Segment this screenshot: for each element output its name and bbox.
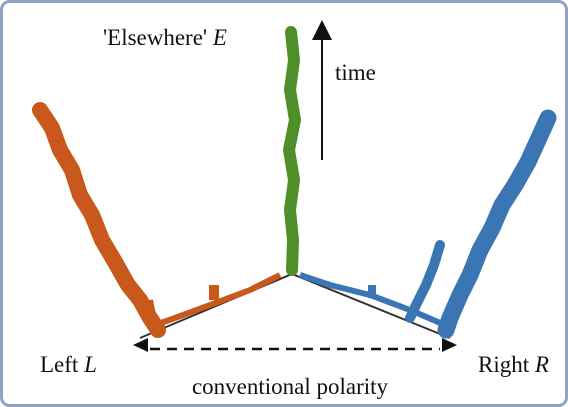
right-strand [437, 109, 557, 339]
label-var: L [83, 352, 97, 377]
label-text: Right [478, 352, 530, 377]
label-var: E [212, 25, 227, 50]
left-base [147, 272, 282, 328]
time-label: time [335, 60, 376, 85]
left-strand [32, 102, 166, 338]
axis-head-right [442, 338, 457, 352]
center-strand [283, 26, 301, 276]
label-text: Left [40, 352, 79, 377]
right-label: Right R [478, 352, 549, 377]
label-text: 'Elsewhere' [103, 25, 207, 50]
label-var: R [534, 352, 549, 377]
axis-label: conventional polarity [192, 374, 389, 399]
left-label: Left L [40, 352, 97, 377]
axis-head-left [133, 338, 148, 352]
elsewhere-label: 'Elsewhere' E [103, 25, 227, 50]
